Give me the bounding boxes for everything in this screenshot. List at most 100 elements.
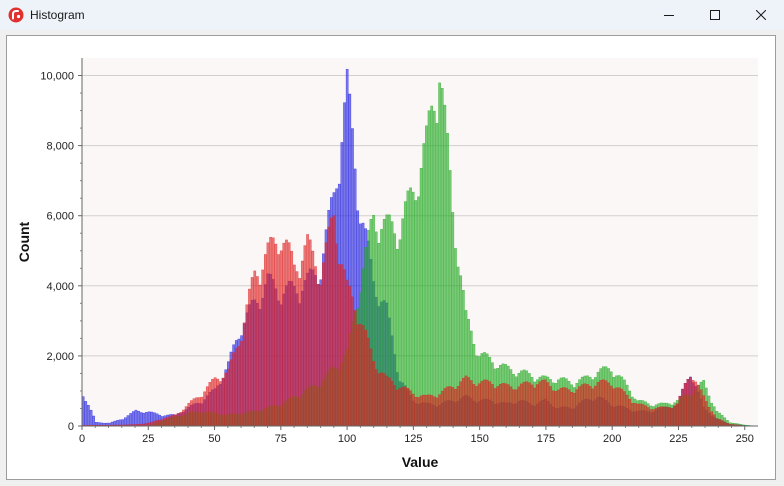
bar-red [675, 403, 679, 427]
window-title: Histogram [30, 8, 85, 22]
bar-red [203, 391, 206, 427]
bar-green [440, 88, 444, 427]
bar-red [285, 239, 288, 427]
bar-green [422, 143, 426, 427]
y-tick-label: 6,000 [46, 211, 74, 223]
bar-red [538, 381, 542, 427]
bar-red [330, 217, 333, 427]
bar-red [446, 386, 449, 427]
bar-red [689, 377, 692, 427]
bar-red [253, 270, 257, 427]
bar-red [596, 382, 600, 427]
bar-red [723, 421, 727, 427]
y-tick-label: 0 [68, 421, 74, 433]
bar-green [435, 123, 439, 427]
bar-red [588, 385, 592, 427]
bar-red [485, 379, 489, 427]
bar-red [401, 386, 404, 427]
x-tick-label: 250 [736, 433, 754, 445]
bar-red [707, 406, 711, 427]
x-tick-label: 100 [338, 433, 356, 445]
bar-red [541, 379, 544, 427]
minimize-button[interactable] [646, 0, 692, 30]
bar-red [234, 347, 238, 427]
y-tick-label: 10,000 [40, 71, 74, 83]
x-tick-label: 225 [669, 433, 687, 445]
bar-red [343, 269, 346, 427]
bar-red [694, 381, 698, 427]
bar-red [631, 403, 634, 427]
bar-red [668, 407, 671, 427]
bar-red [295, 271, 299, 427]
bar-red [150, 421, 154, 427]
bar-red [654, 407, 658, 427]
bar-red [374, 369, 378, 427]
close-button[interactable] [738, 0, 784, 30]
bar-red [710, 411, 713, 427]
bar-red [517, 386, 521, 427]
bar-green [425, 125, 428, 427]
bar-red [398, 387, 402, 427]
bar-red [187, 403, 191, 427]
bar-red [171, 415, 175, 427]
bar-red [678, 395, 682, 427]
axes: 0 2,000 4,000 6,000 8,000 10,000 0 25 50 75 100 125… [40, 58, 758, 445]
bar-red [435, 397, 439, 427]
bar-red [551, 390, 555, 427]
bar-red [557, 389, 560, 427]
bar-red [182, 409, 185, 427]
bar-red [287, 242, 291, 427]
bar-red [604, 380, 608, 427]
bar-red [306, 234, 309, 427]
bar-green [427, 110, 431, 427]
bar-red [686, 379, 690, 427]
bar-red [665, 406, 669, 427]
bar-red [533, 387, 536, 427]
bar-red [567, 389, 571, 427]
bar-red [649, 409, 653, 427]
bar-green [417, 196, 420, 427]
bar-red [176, 413, 180, 427]
maximize-button[interactable] [692, 0, 738, 30]
bar-red [279, 250, 283, 427]
bar-red [168, 415, 172, 427]
bar-red [353, 310, 357, 427]
bar-red [403, 386, 407, 427]
bar-blue [87, 404, 90, 427]
bar-red [382, 373, 386, 427]
bar-red [491, 384, 494, 427]
bar-red [438, 394, 441, 427]
bar-red [615, 387, 618, 427]
bar-red [266, 242, 270, 427]
bar-red [504, 383, 507, 427]
bar-red [641, 404, 645, 427]
x-tick-label: 0 [79, 433, 85, 445]
bar-red [483, 379, 486, 427]
bar-red [456, 386, 460, 427]
bar-red [506, 384, 510, 427]
bar-red [232, 352, 235, 427]
bar-red [345, 279, 349, 427]
bar-red [390, 380, 394, 427]
bar-red [372, 361, 375, 427]
bar-green [438, 82, 441, 427]
bar-red [409, 390, 412, 427]
bar-red [594, 385, 597, 427]
bar-red [380, 372, 383, 427]
bar-red [562, 387, 566, 427]
maximize-icon [710, 10, 720, 20]
bar-red [303, 245, 307, 427]
title-bar: Histogram [0, 0, 784, 30]
bar-red [499, 384, 502, 427]
bar-red [469, 380, 473, 427]
bar-red [514, 389, 518, 427]
bar-red [335, 243, 338, 427]
bar-red [414, 396, 418, 427]
bar-red [520, 383, 523, 427]
bar-red [472, 384, 476, 427]
bar-red [364, 329, 367, 427]
bar-red [464, 375, 468, 427]
bar-red [406, 388, 410, 427]
bar-red [575, 389, 579, 427]
bar-red [586, 384, 589, 427]
